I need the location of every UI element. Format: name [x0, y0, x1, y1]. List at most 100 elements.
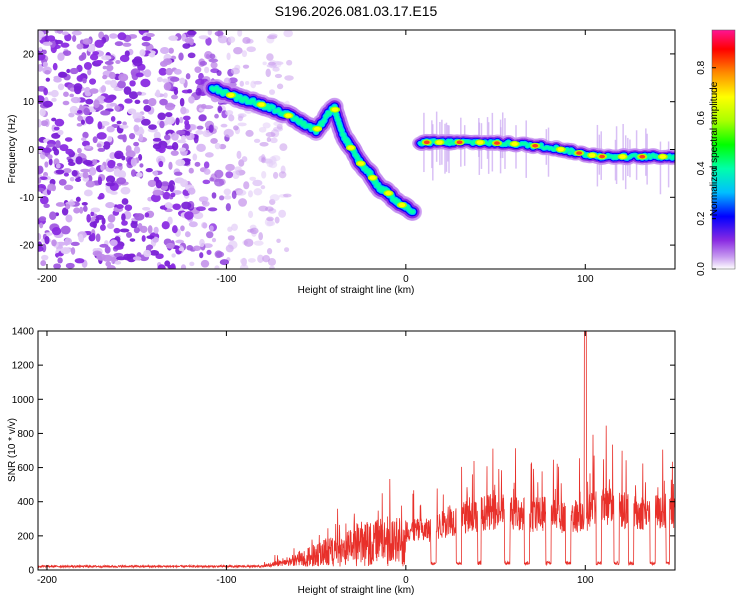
noise-blob [89, 53, 99, 61]
noise-blob [152, 189, 163, 196]
noise-blob [39, 222, 44, 229]
noise-blob [101, 217, 106, 225]
noise-blob [113, 245, 124, 250]
noise-blob [113, 168, 121, 177]
snr-y-tick-label: 1200 [12, 361, 35, 372]
noise-blob [188, 167, 194, 174]
noise-blob [209, 177, 214, 182]
noise-blob [231, 190, 237, 200]
noise-blob [239, 80, 245, 87]
noise-blob [38, 64, 43, 72]
snr-frame [37, 330, 676, 571]
noise-blob [233, 125, 239, 131]
noise-blob [71, 30, 82, 36]
noise-blob [134, 99, 141, 104]
noise-blob [180, 179, 188, 188]
noise-blob [149, 249, 160, 256]
noise-blob [85, 98, 94, 105]
noise-blob [198, 114, 207, 122]
noise-blob [61, 207, 69, 216]
noise-blob [114, 150, 124, 160]
noise-blob [243, 238, 254, 247]
noise-blob [141, 235, 146, 242]
noise-blob [171, 225, 178, 234]
noise-blob [268, 33, 278, 38]
noise-blob [77, 115, 84, 122]
noise-blob [55, 253, 60, 257]
snr-series [38, 331, 675, 569]
noise-blob [210, 137, 218, 144]
noise-blob [241, 50, 248, 58]
noise-blob [249, 227, 259, 235]
noise-blob [225, 109, 234, 116]
noise-blob [55, 169, 65, 175]
noise-blob [105, 175, 116, 184]
noise-blob [102, 141, 111, 150]
snr-x-tick-label: 100 [577, 575, 594, 586]
noise-blob [130, 221, 138, 229]
noise-blob [214, 250, 223, 259]
noise-blob [196, 143, 206, 152]
track-hotspot [347, 145, 355, 150]
noise-blob [180, 225, 185, 232]
noise-blob [169, 184, 175, 193]
noise-blob [152, 236, 159, 243]
noise-blob [175, 239, 185, 244]
noise-blob [65, 214, 73, 223]
noise-blob [94, 59, 104, 65]
noise-blob [39, 195, 49, 205]
noise-blob [209, 53, 216, 59]
noise-blob [84, 91, 92, 97]
noise-blob [51, 227, 62, 236]
noise-blob [123, 86, 132, 95]
noise-blob [198, 196, 209, 203]
noise-blob [51, 117, 57, 122]
noise-blob [153, 170, 159, 176]
noise-blob [75, 177, 82, 182]
noise-blob [58, 71, 67, 78]
noise-blob [107, 214, 116, 223]
noise-blob [114, 260, 122, 265]
noise-blob [102, 74, 108, 80]
noise-blob [266, 248, 273, 255]
noise-blob [58, 179, 67, 186]
colorbar-tick-label: 0.6 [696, 111, 707, 125]
noise-blob [180, 264, 187, 269]
noise-blob [42, 147, 52, 153]
noise-blob [239, 263, 249, 269]
noise-blob [278, 171, 287, 179]
noise-blob [218, 143, 227, 150]
noise-blob [170, 263, 176, 269]
noise-blob [110, 191, 118, 195]
noise-blob [57, 83, 65, 91]
noise-blob [204, 152, 214, 158]
noise-blob [116, 162, 123, 167]
noise-blob [82, 38, 92, 45]
noise-blob [77, 147, 82, 154]
noise-blob [168, 161, 173, 170]
noise-blob [169, 76, 180, 82]
noise-blob [117, 80, 126, 89]
track-hotspot [619, 154, 626, 159]
noise-blob [170, 94, 179, 100]
noise-blob [245, 81, 250, 85]
noise-blob [39, 108, 46, 117]
noise-blob [211, 192, 217, 199]
noise-blob [286, 59, 293, 66]
colorbar-tick-label: 0.4 [696, 161, 707, 175]
noise-blob [101, 55, 112, 61]
noise-blob [247, 258, 256, 263]
noise-blob [171, 141, 179, 151]
noise-blob [118, 73, 129, 82]
track-peak [532, 143, 539, 148]
noise-blob [109, 239, 118, 247]
noise-blob [89, 88, 99, 94]
noise-blob [261, 170, 267, 179]
spectrogram-x-label: Height of straight line (km) [298, 285, 415, 296]
noise-blob [176, 129, 186, 135]
noise-blob [83, 107, 90, 116]
noise-blob [133, 118, 142, 123]
noise-blob [206, 249, 212, 255]
noise-blob [44, 161, 49, 168]
track-hotspot [588, 153, 596, 158]
